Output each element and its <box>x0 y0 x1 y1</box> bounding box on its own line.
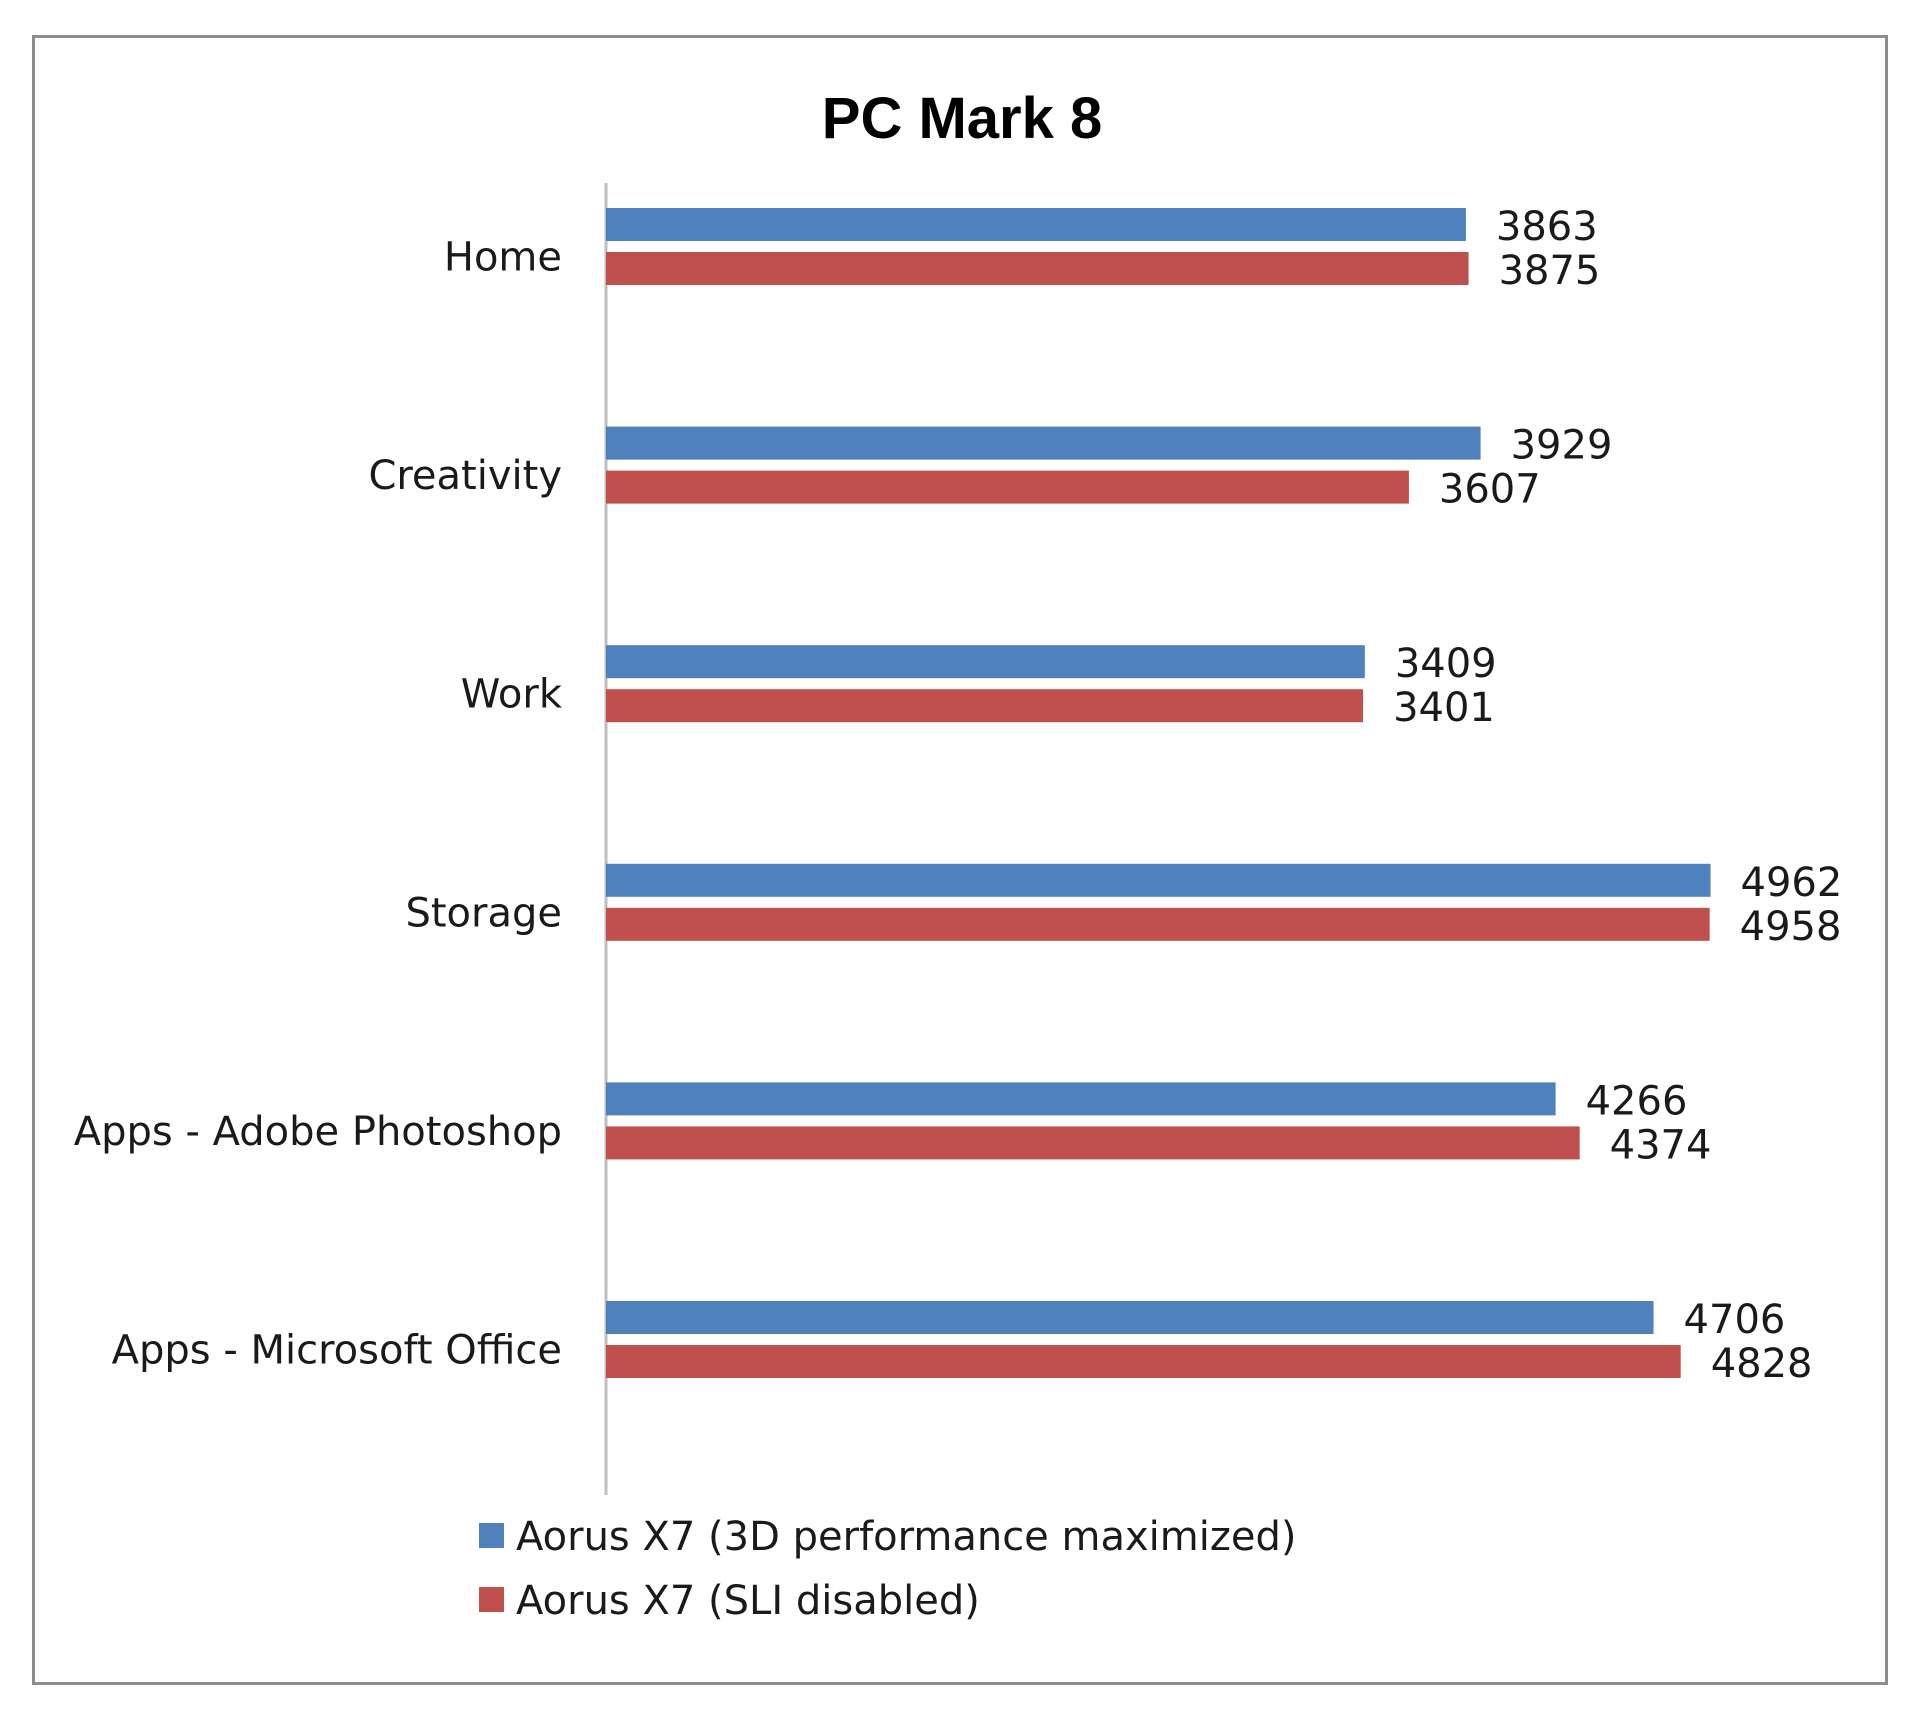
data-label-home-series-2: 3875 <box>1499 248 1601 294</box>
data-label-apps-adobe-photoshop-series-1: 4266 <box>1586 1078 1688 1124</box>
legend-label-series-1: Aorus X7 (3D performance maximized) <box>516 1514 1296 1560</box>
data-label-storage-series-1: 4962 <box>1741 860 1843 906</box>
data-label-creativity-series-1: 3929 <box>1511 423 1613 469</box>
bar-storage-series-2 <box>606 907 1710 941</box>
bar-home-series-2 <box>606 252 1469 285</box>
legend-label-series-2: Aorus X7 (SLI disabled) <box>516 1578 980 1624</box>
bar-apps-adobe-photoshop-series-1 <box>606 1082 1556 1116</box>
bar-work-series-2 <box>606 689 1364 723</box>
data-label-work-series-2: 3401 <box>1393 685 1495 731</box>
category-label-home: Home <box>444 235 562 281</box>
bar-apps-microsoft-office-series-2 <box>606 1345 1681 1378</box>
bars-layer <box>606 208 1711 1378</box>
bar-creativity-series-2 <box>606 470 1409 504</box>
bar-apps-adobe-photoshop-series-2 <box>606 1126 1580 1160</box>
bar-creativity-series-1 <box>606 426 1481 460</box>
chart-frame <box>32 35 1888 1685</box>
bar-work-series-1 <box>606 645 1365 679</box>
legend: Aorus X7 (3D performance maximized) Aorus… <box>479 1514 1296 1624</box>
data-label-apps-microsoft-office-series-2: 4828 <box>1711 1341 1813 1387</box>
data-label-work-series-1: 3409 <box>1395 641 1497 687</box>
chart-title: PC Mark 8 <box>822 86 1102 151</box>
bar-home-series-1 <box>606 208 1466 241</box>
data-label-creativity-series-2: 3607 <box>1439 467 1541 513</box>
bar-storage-series-1 <box>606 863 1711 897</box>
legend-swatch-series-2 <box>479 1587 504 1612</box>
bar-apps-microsoft-office-series-1 <box>606 1301 1654 1334</box>
data-label-home-series-1: 3863 <box>1496 204 1598 250</box>
data-label-apps-adobe-photoshop-series-2: 4374 <box>1610 1122 1712 1168</box>
data-label-storage-series-2: 4958 <box>1740 904 1842 950</box>
category-label-apps-microsoft-office: Apps - Microsoft Office <box>112 1328 562 1374</box>
category-label-apps-adobe-photoshop: Apps - Adobe Photoshop <box>74 1109 562 1155</box>
category-label-storage: Storage <box>405 890 562 936</box>
legend-swatch-series-1 <box>479 1523 504 1548</box>
category-label-creativity: Creativity <box>368 453 562 499</box>
category-label-work: Work <box>461 672 563 718</box>
data-label-apps-microsoft-office-series-1: 4706 <box>1684 1297 1786 1343</box>
